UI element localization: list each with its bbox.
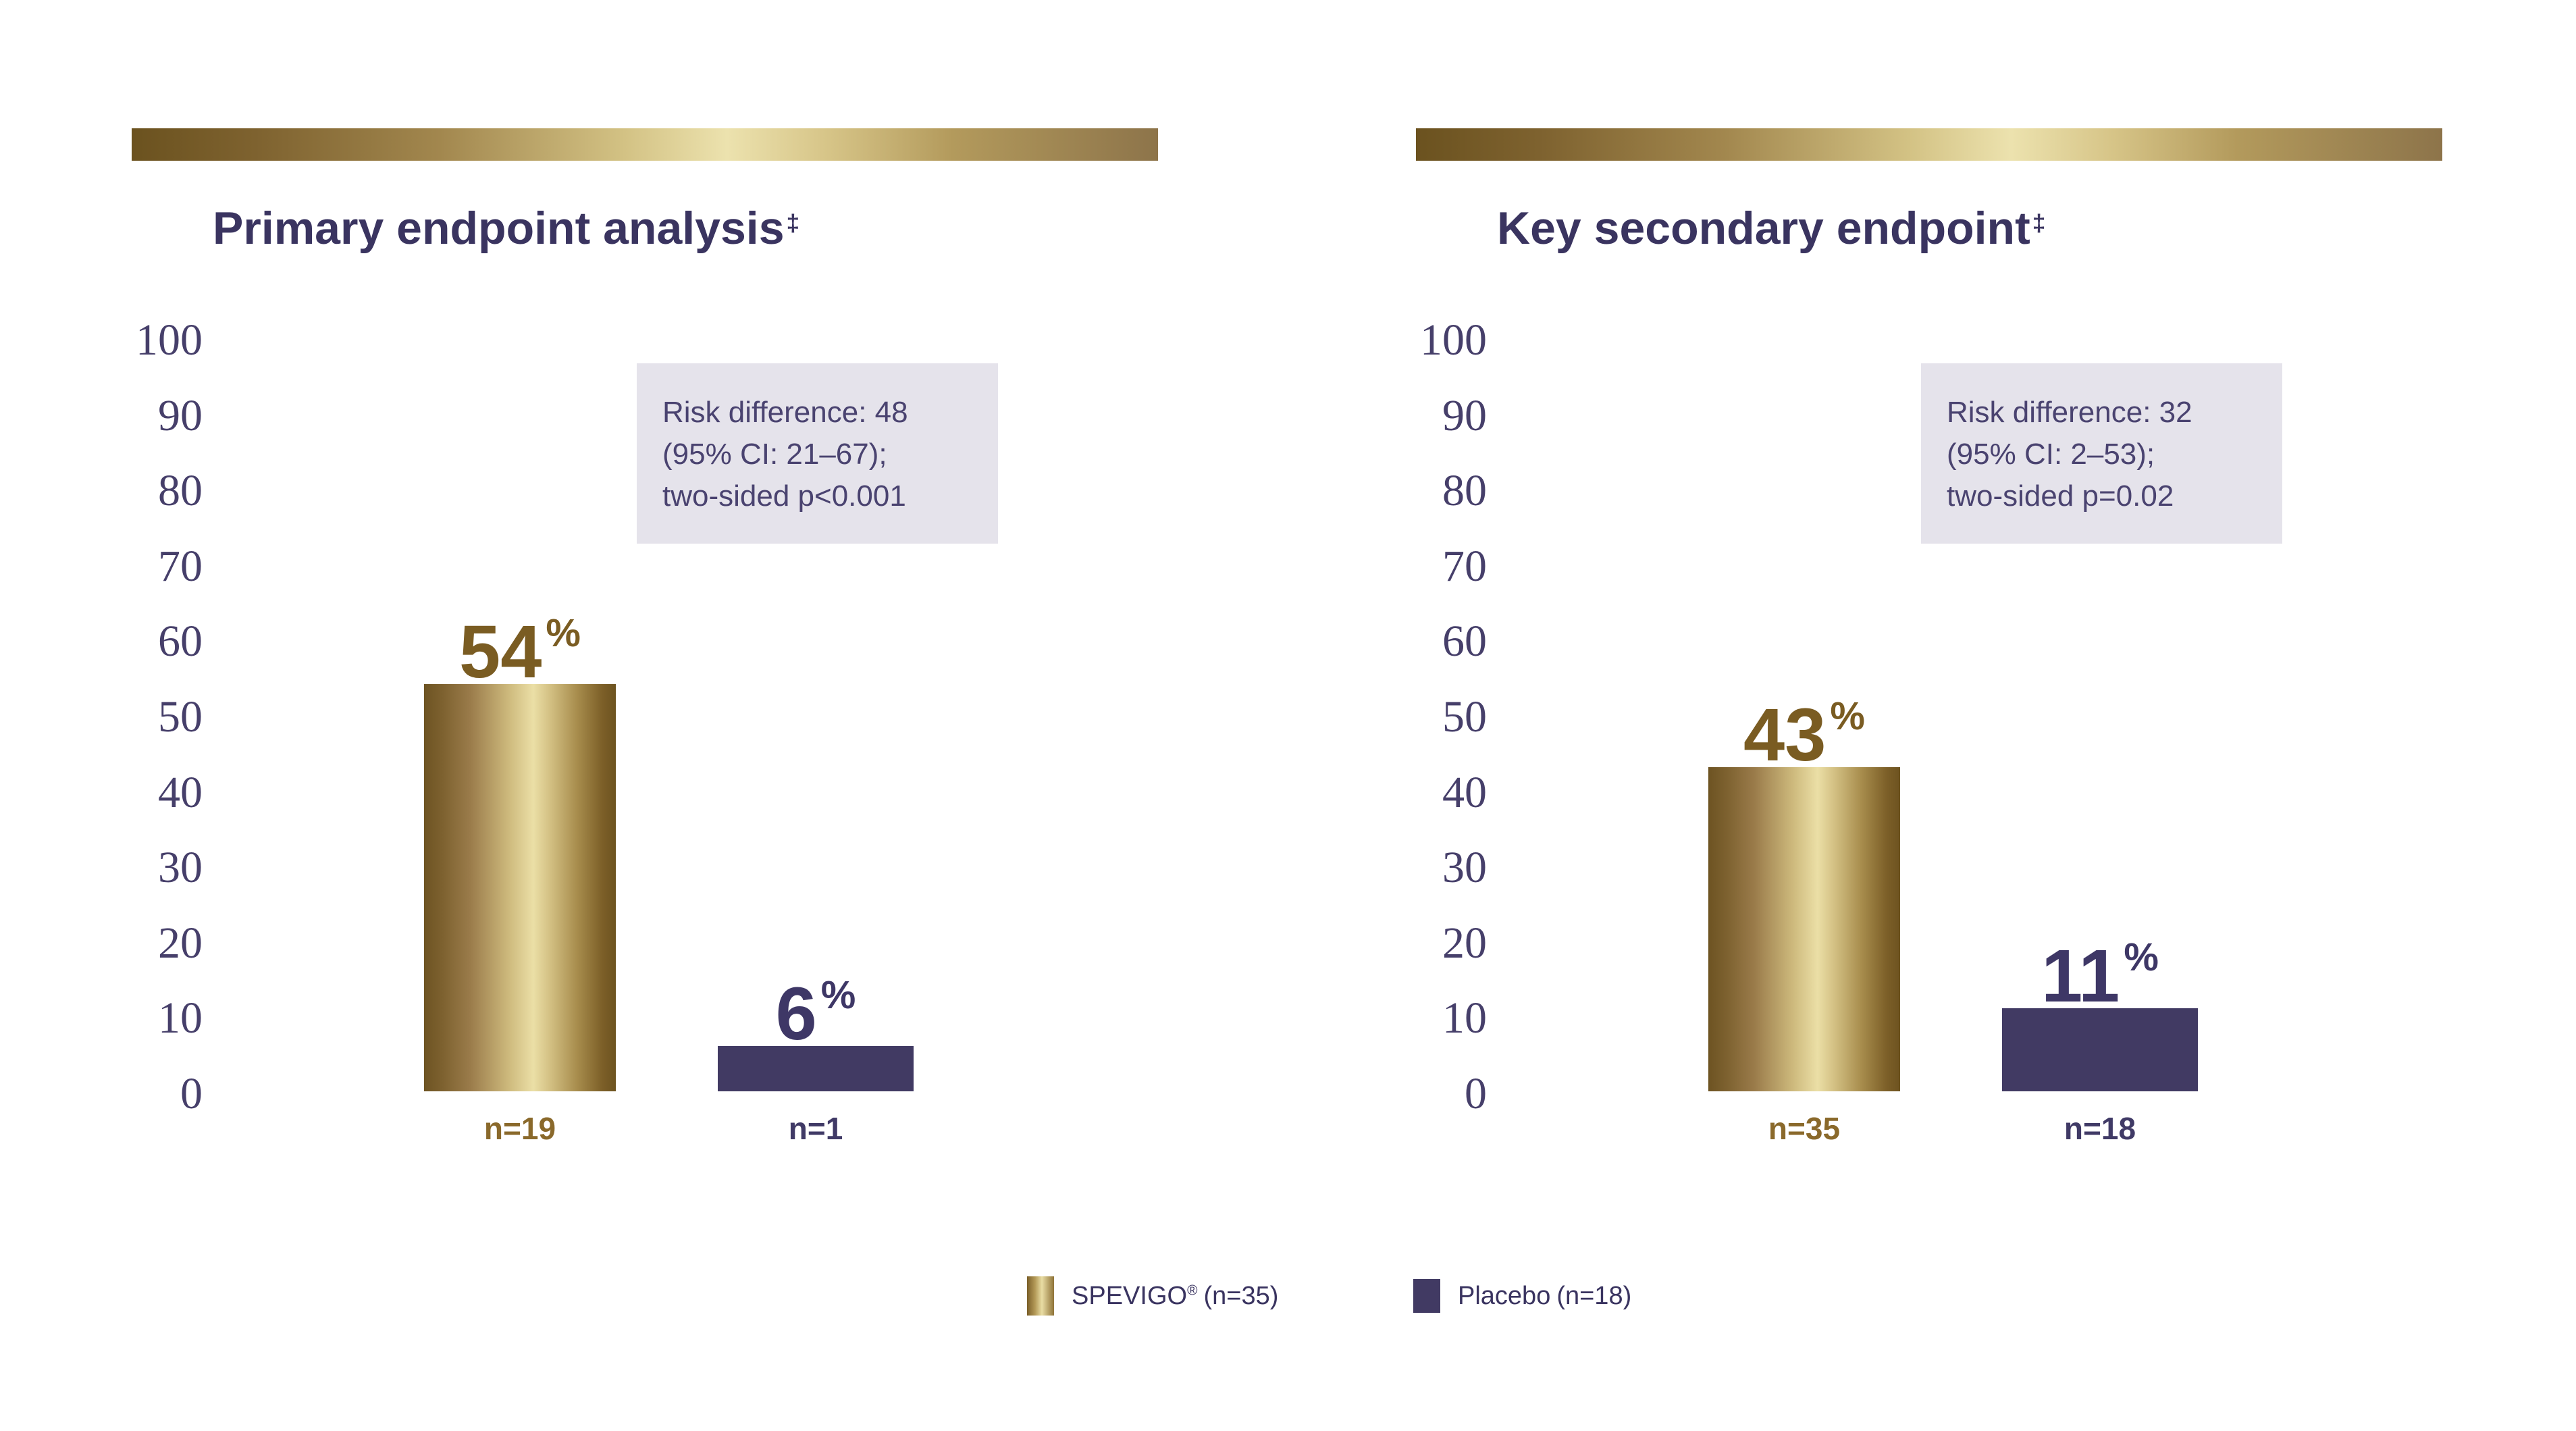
bar-value-label-spevigo: 43% xyxy=(1743,679,1865,773)
legend-swatch-spevigo-gold xyxy=(1027,1276,1054,1316)
risk-annotation-line: Risk difference: 48 xyxy=(662,396,908,429)
y-axis-tick-label: 40 xyxy=(1442,767,1487,817)
bar-n-label-spevigo: n=35 xyxy=(1768,1111,1841,1146)
bar-n-label-spevigo: n=19 xyxy=(483,1111,556,1146)
bar-n-label-placebo: n=1 xyxy=(788,1111,843,1146)
risk-annotation-line: two-sided p<0.001 xyxy=(662,479,906,513)
y-axis-tick-label: 20 xyxy=(158,918,203,968)
y-axis-tick-label: 10 xyxy=(158,993,203,1043)
y-axis-tick-label: 80 xyxy=(1442,466,1487,516)
risk-annotation-line: (95% CI: 21–67); xyxy=(662,438,887,471)
title-footnote-mark: ‡ xyxy=(2032,209,2046,236)
gold-accent-rule xyxy=(132,128,1158,161)
legend-label-spevigo-name: SPEVIGO xyxy=(1072,1281,1188,1310)
bar-value-number: 11 xyxy=(2041,935,2120,1018)
y-axis-tick-label: 90 xyxy=(1442,390,1487,440)
bar-spevigo xyxy=(424,684,616,1091)
y-axis-tick-label: 60 xyxy=(158,617,203,667)
legend-label-placebo-count: (n=18) xyxy=(1556,1281,1632,1310)
bar-placebo xyxy=(718,1046,914,1091)
bar-value-label-placebo: 11% xyxy=(2041,920,2159,1014)
chart-title-text: Key secondary endpoint xyxy=(1497,203,2030,254)
risk-annotation-box: Risk difference: 32 (95% CI: 2–53); two-si… xyxy=(1921,363,2282,544)
chart-title: Primary endpoint analysis‡ xyxy=(213,201,799,263)
legend-label-spevigo: SPEVIGO® (n=35) xyxy=(1072,1282,1278,1311)
legend-label-spevigo-count: (n=35) xyxy=(1203,1281,1279,1310)
legend-item-placebo: Placebo (n=18) xyxy=(1413,1279,1631,1313)
legend-item-spevigo: SPEVIGO® (n=35) xyxy=(1027,1276,1278,1316)
y-axis-tick-label: 60 xyxy=(1442,617,1487,667)
percent-sign: % xyxy=(546,611,581,655)
chart-title-text: Primary endpoint analysis xyxy=(213,203,785,254)
y-axis-tick-label: 80 xyxy=(158,466,203,516)
legend-label-placebo: Placebo (n=18) xyxy=(1458,1282,1631,1311)
y-axis-tick-label: 0 xyxy=(1465,1069,1487,1118)
legend-swatch-placebo-navy xyxy=(1413,1279,1440,1313)
y-axis-tick-label: 100 xyxy=(136,315,203,365)
risk-annotation-line: (95% CI: 2–53); xyxy=(1947,438,2155,471)
bar-value-label-placebo: 6% xyxy=(776,958,856,1051)
risk-annotation-line: two-sided p=0.02 xyxy=(1947,479,2174,513)
title-footnote-mark: ‡ xyxy=(786,209,800,236)
y-axis-tick-label: 50 xyxy=(158,692,203,741)
bar-value-number: 43 xyxy=(1743,694,1826,777)
risk-annotation-box: Risk difference: 48 (95% CI: 21–67); two-s… xyxy=(637,363,998,544)
panel-primary-endpoint: Primary endpoint analysis‡ 100 90 80 70 60 50 4… xyxy=(132,128,1158,1276)
y-axis-tick-label: 10 xyxy=(1442,993,1487,1043)
percent-sign: % xyxy=(820,973,856,1017)
percent-sign: % xyxy=(1830,694,1865,738)
y-axis-tick-label: 70 xyxy=(1442,541,1487,591)
y-axis-tick-label: 90 xyxy=(158,390,203,440)
gold-accent-rule xyxy=(1416,128,2442,161)
y-axis-tick-label: 30 xyxy=(1442,843,1487,893)
risk-annotation-line: Risk difference: 32 xyxy=(1947,396,2192,429)
bar-value-number: 6 xyxy=(775,972,817,1056)
y-axis-tick-label: 50 xyxy=(1442,692,1487,741)
chart-title: Key secondary endpoint‡ xyxy=(1497,201,2045,263)
y-axis-tick-label: 40 xyxy=(158,767,203,817)
bar-value-number: 54 xyxy=(459,610,542,694)
percent-sign: % xyxy=(2124,935,2159,979)
y-axis-tick-label: 100 xyxy=(1420,315,1487,365)
y-axis-tick-label: 70 xyxy=(158,541,203,591)
y-axis-tick-label: 30 xyxy=(158,843,203,893)
bar-value-label-spevigo: 54% xyxy=(459,596,581,690)
bar-spevigo xyxy=(1708,767,1900,1091)
y-axis-tick-label: 0 xyxy=(180,1069,203,1118)
y-axis-tick-label: 20 xyxy=(1442,918,1487,968)
legend-label-placebo-name: Placebo xyxy=(1458,1281,1551,1310)
registered-trademark-mark: ® xyxy=(1187,1282,1198,1298)
panel-key-secondary-endpoint: Key secondary endpoint‡ 100 90 80 70 60 50 40 30… xyxy=(1416,128,2442,1276)
bar-placebo xyxy=(2002,1008,2198,1091)
bar-n-label-placebo: n=18 xyxy=(2064,1111,2136,1146)
